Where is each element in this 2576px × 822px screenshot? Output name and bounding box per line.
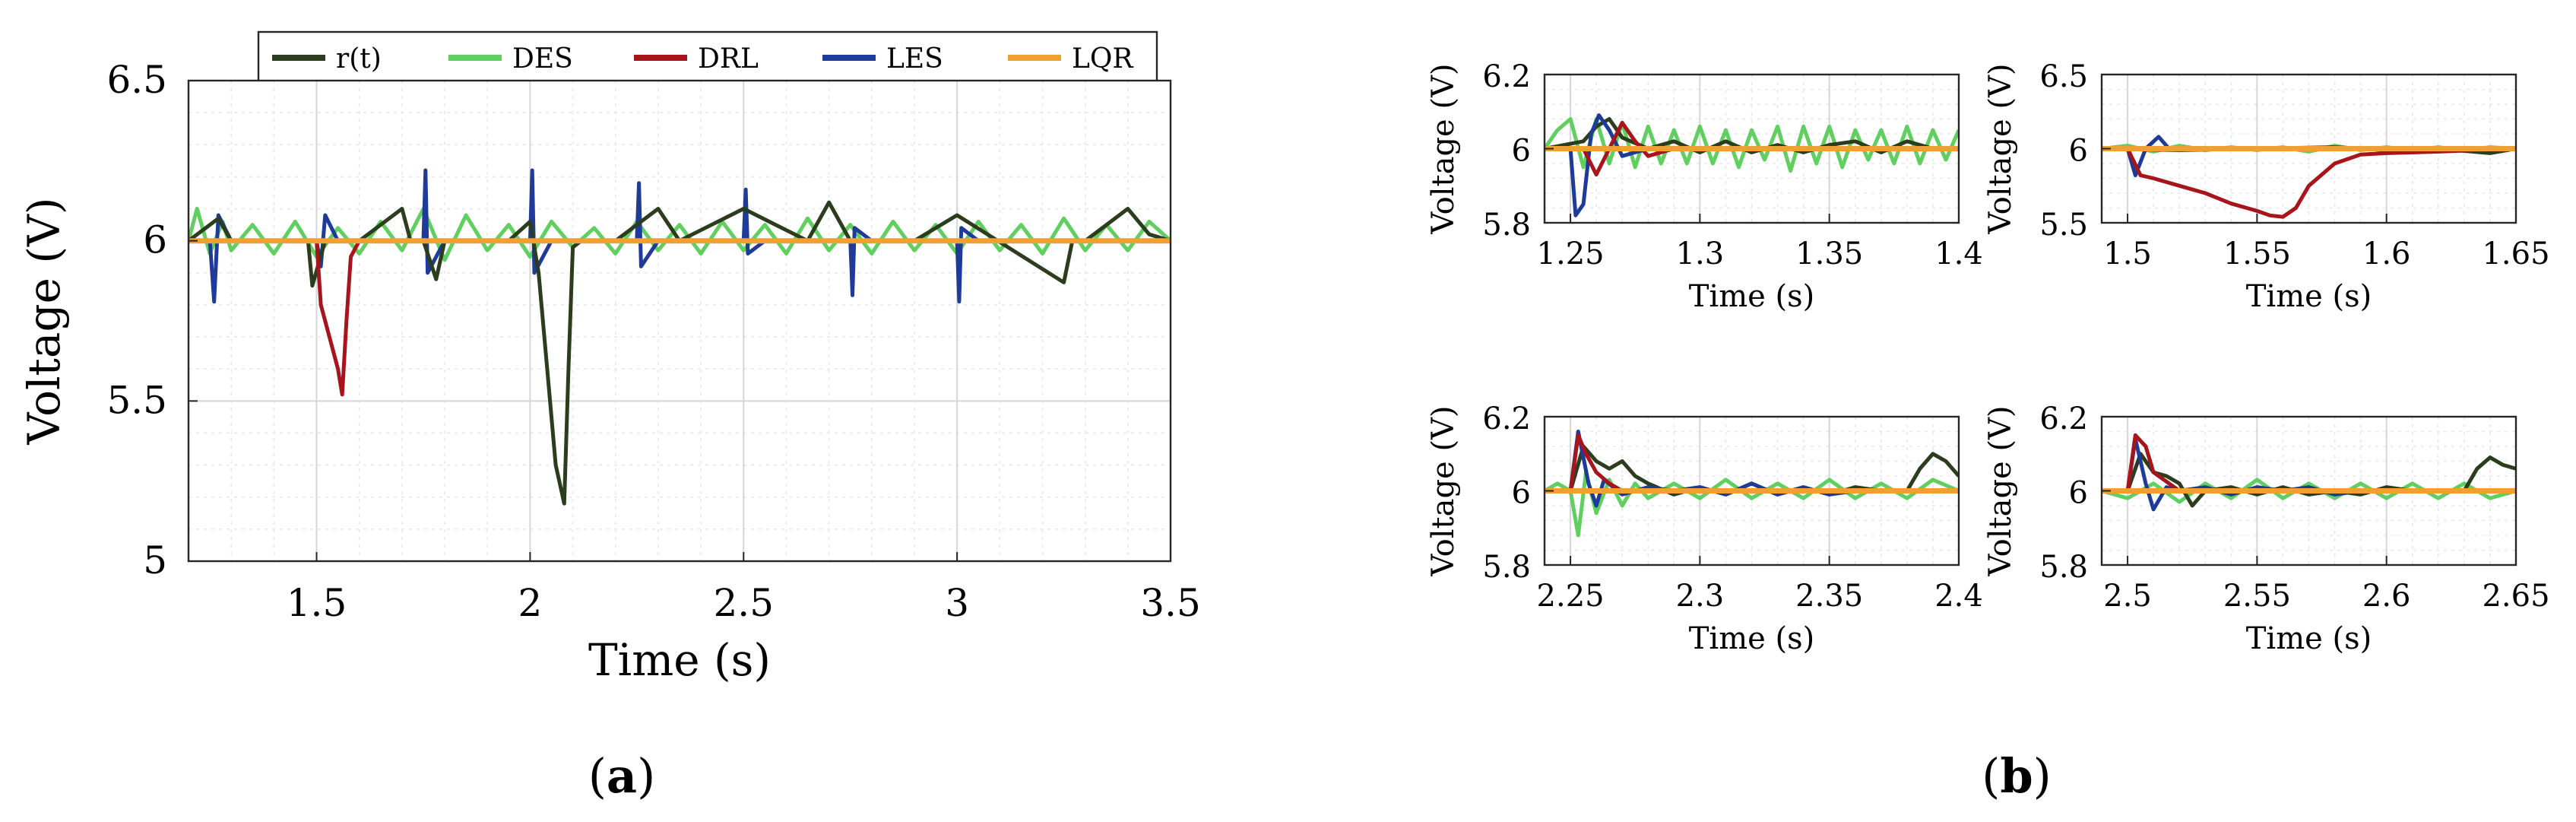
legend-label-r-t: r(t) — [336, 43, 382, 75]
x-axis-label: Time (s) — [2246, 279, 2372, 314]
y-tick-label: 5.8 — [1482, 550, 1531, 585]
legend-label-lqr: LQR — [1072, 43, 1133, 75]
x-tick-label: 2.5 — [2103, 579, 2152, 614]
x-tick-label: 2.65 — [2482, 579, 2549, 614]
legend-box — [257, 30, 1158, 84]
y-tick-label: 5.5 — [2039, 208, 2088, 243]
y-axis-label: Voltage (V) — [1983, 405, 2018, 576]
x-tick-label: 1.6 — [2362, 236, 2411, 271]
panel-caption-a: (a) — [588, 748, 656, 804]
x-axis-label: Time (s) — [588, 634, 771, 686]
x-axis-label: Time (s) — [1689, 621, 1815, 656]
x-tick-label: 2.55 — [2223, 579, 2291, 614]
series-group — [2102, 135, 2516, 219]
y-axis-label: Voltage (V) — [1426, 63, 1461, 234]
panel-b2: 1.5 1.55 1.6 1.65 5.5 6 6.5 Time (s) Voltage (V) — [1983, 59, 2550, 314]
y-tick-label: 5.5 — [106, 378, 167, 422]
x-tick-label: 2.4 — [1934, 579, 1983, 614]
y-axis-label: Voltage (V) — [1426, 405, 1461, 576]
series-group — [2102, 433, 2516, 512]
x-tick-label: 1.65 — [2482, 236, 2549, 271]
series-group — [189, 168, 1171, 506]
y-tick-label: 5.8 — [2039, 550, 2088, 585]
panel-b3: 2.25 2.3 2.35 2.4 5.8 6 6.2 Time (s) Voltage (V) — [1426, 401, 1983, 656]
panel-b4: 2.5 2.55 2.6 2.65 5.8 6 6.2 Time (s) Voltage (V) — [1983, 401, 2550, 656]
y-tick-label: 5.8 — [1482, 208, 1531, 243]
y-axis-label: Voltage (V) — [1983, 63, 2018, 234]
legend-label-des: DES — [512, 43, 573, 75]
x-tick-label: 1.35 — [1795, 236, 1863, 271]
x-tick-label: 3 — [945, 581, 969, 625]
y-tick-label: 6 — [1512, 134, 1531, 169]
y-tick-label: 6 — [1512, 476, 1531, 511]
x-tick-label: 2.5 — [713, 581, 774, 625]
plot-area — [189, 81, 1171, 561]
panel-caption-b-letter: b — [2000, 748, 2033, 804]
legend-label-les: LES — [886, 43, 943, 75]
x-axis-label: Time (s) — [1689, 279, 1815, 314]
y-tick-label: 6 — [2069, 134, 2088, 169]
y-tick-label: 6.2 — [2039, 401, 2088, 436]
series-line-drl — [2102, 147, 2516, 219]
y-tick-label: 6.5 — [2039, 59, 2088, 94]
y-tick-label: 6 — [2069, 476, 2088, 511]
x-tick-label: 1.5 — [287, 581, 347, 625]
x-axis-label: Time (s) — [2246, 621, 2372, 656]
y-tick-label: 6 — [143, 218, 167, 262]
y-tick-label: 5 — [143, 538, 167, 582]
panel-caption-b: (b) — [1982, 748, 2052, 804]
x-tick-label: 2.3 — [1676, 579, 1725, 614]
legend: r(t) DES DRL LES LQR — [257, 30, 1158, 84]
x-tick-label: 1.4 — [1934, 236, 1983, 271]
legend-label-drl: DRL — [698, 43, 759, 75]
x-tick-label: 1.55 — [2223, 236, 2291, 271]
plot-frame — [187, 79, 1172, 563]
x-tick-label: 3.5 — [1140, 581, 1201, 625]
panel-b1: 1.25 1.3 1.35 1.4 5.8 6 6.2 Time (s) Voltage (V) — [1426, 59, 1983, 314]
x-tick-label: 1.3 — [1676, 236, 1725, 271]
y-tick-label: 6.2 — [1482, 401, 1531, 436]
panel-caption-a-letter: a — [607, 748, 637, 804]
y-axis-label: Voltage (V) — [18, 198, 70, 446]
x-tick-label: 2 — [518, 581, 542, 625]
x-tick-label: 2.6 — [2362, 579, 2411, 614]
series-group — [1545, 113, 1959, 217]
y-tick-label: 6.5 — [106, 58, 167, 102]
y-tick-label: 6.2 — [1482, 59, 1531, 94]
series-group — [1545, 430, 1959, 538]
x-tick-label: 2.35 — [1795, 579, 1863, 614]
x-tick-label: 2.25 — [1537, 579, 1605, 614]
panel-a: 1.5 2 2.5 3 3.5 5 5.5 6 6.5 Time (s) Voltage (V) — [18, 58, 1201, 686]
x-tick-label: 1.25 — [1537, 236, 1605, 271]
x-tick-label: 1.5 — [2103, 236, 2152, 271]
